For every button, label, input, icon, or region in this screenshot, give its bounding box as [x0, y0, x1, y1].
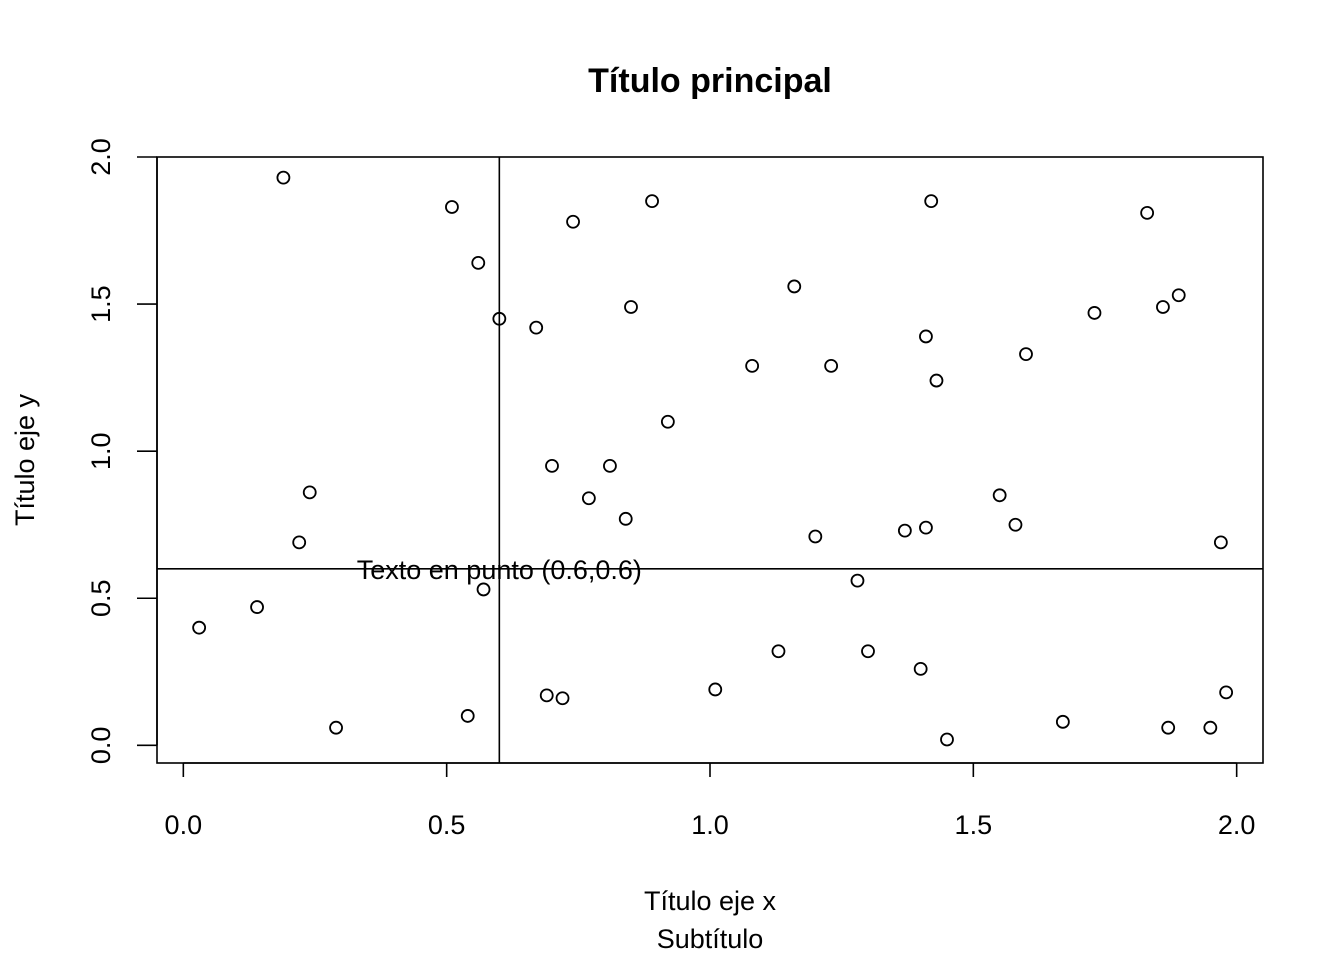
data-point	[492, 311, 507, 326]
data-point	[708, 682, 723, 697]
data-point	[618, 511, 633, 526]
data-point	[808, 529, 823, 544]
point-annotation: Texto en punto (0.6,0.6)	[357, 555, 642, 585]
reference-lines	[157, 157, 1263, 763]
data-point	[992, 488, 1007, 503]
data-point	[329, 720, 343, 735]
data-point	[824, 358, 839, 373]
data-point	[897, 523, 912, 538]
y-tick-label: 0.5	[86, 579, 116, 617]
data-point	[581, 491, 596, 506]
data-point	[1087, 306, 1102, 320]
x-axis: 0.0 0.5 1.0 1.5 2.0	[165, 762, 1256, 840]
data-point	[1019, 347, 1033, 361]
y-axis-title: Título eje y	[10, 393, 40, 526]
data-point	[924, 194, 939, 209]
data-point	[1055, 714, 1070, 729]
x-tick-label: 1.5	[955, 810, 993, 840]
x-tick-label: 0.0	[165, 810, 203, 840]
data-point	[460, 709, 475, 723]
x-tick-label: 2.0	[1218, 810, 1256, 840]
chart-subtitle: Subtítulo	[657, 924, 764, 954]
data-point	[919, 520, 933, 535]
data-points	[192, 170, 1234, 747]
data-point	[919, 329, 933, 344]
y-tick-label: 2.0	[86, 138, 116, 176]
data-point	[292, 535, 307, 550]
annotation-group: Texto en punto (0.6,0.6)	[357, 555, 642, 585]
data-point	[603, 458, 617, 473]
data-point	[529, 320, 544, 335]
data-point	[1171, 288, 1186, 303]
data-point	[745, 358, 760, 373]
x-tick-label: 1.0	[691, 810, 729, 840]
data-point	[1213, 535, 1228, 550]
data-point	[302, 485, 317, 500]
data-point	[1219, 685, 1234, 700]
data-point	[566, 214, 580, 229]
data-point	[276, 170, 291, 185]
data-point	[624, 300, 638, 314]
data-point	[476, 582, 491, 597]
data-point	[645, 194, 659, 209]
data-point	[471, 256, 486, 270]
data-point	[913, 661, 928, 676]
y-tick-label: 0.0	[86, 727, 116, 765]
data-point	[771, 644, 786, 659]
data-point	[445, 200, 459, 214]
data-point	[539, 688, 554, 703]
data-point	[940, 732, 954, 747]
data-point	[861, 644, 875, 659]
data-point	[1008, 517, 1023, 532]
x-tick-label: 0.5	[428, 810, 466, 840]
data-point	[192, 620, 207, 635]
data-point	[660, 414, 675, 429]
y-tick-label: 1.0	[86, 432, 116, 470]
data-point	[1203, 720, 1218, 735]
data-point	[555, 691, 570, 706]
data-point	[1156, 300, 1170, 314]
y-tick-label: 1.5	[86, 285, 116, 323]
data-point	[850, 573, 865, 588]
data-point	[787, 279, 802, 294]
data-point	[929, 373, 944, 388]
chart-title: Título principal	[588, 62, 832, 100]
plot-frame	[156, 156, 1264, 764]
x-axis-title: Título eje x	[644, 886, 777, 916]
data-point	[250, 600, 264, 614]
data-point	[1161, 720, 1176, 735]
y-axis: 0.0 0.5 1.0 1.5 2.0	[86, 138, 158, 765]
data-point	[545, 458, 559, 473]
data-point	[1140, 205, 1155, 220]
